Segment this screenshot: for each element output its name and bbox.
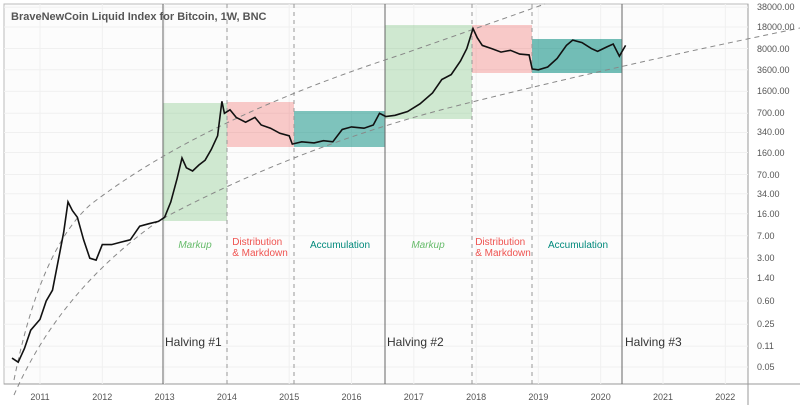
- markup-box-1: [163, 103, 227, 221]
- y-tick-label: 0.25: [757, 319, 775, 330]
- y-tick-label: 700.00: [757, 108, 785, 119]
- y-tick-label: 7.00: [757, 230, 775, 241]
- y-tick-label: 1.40: [757, 273, 775, 284]
- halving-label-2: Halving #2: [387, 335, 444, 349]
- x-tick-label: 2014: [216, 392, 237, 402]
- chart-title: BraveNewCoin Liquid Index for Bitcoin, 1…: [11, 11, 267, 23]
- y-tick-label: 160.00: [757, 147, 785, 158]
- halving-label-1: Halving #1: [165, 335, 222, 349]
- phase-label-markup-2: Markup: [411, 240, 445, 251]
- phase-label-accumulation-1: Accumulation: [309, 240, 371, 251]
- y-tick-label: 16.00: [757, 208, 780, 219]
- phase-label-markup-1: Markup: [178, 240, 212, 251]
- y-tick-label: 8000.00: [757, 43, 790, 54]
- y-tick-label: 34.00: [757, 188, 780, 199]
- phase-label-distribution-2: Distribution & Markdown: [475, 237, 531, 259]
- x-tick-label: 2012: [92, 392, 113, 402]
- x-tick-label: 2018: [466, 392, 487, 402]
- price-line: [11, 26, 627, 364]
- x-tick-label: 2017: [403, 392, 424, 402]
- y-tick-label: 0.05: [757, 362, 775, 373]
- x-tick-label: 2020: [590, 392, 611, 402]
- y-tick-label: 18000.00: [757, 22, 795, 32]
- upper-band-curve: [13, 3, 546, 381]
- y-tick-label: 3.00: [757, 253, 775, 264]
- x-tick-label: 2013: [154, 392, 175, 402]
- y-tick-label: 1600.00: [757, 86, 790, 97]
- y-tick-label: 0.60: [757, 295, 775, 306]
- x-tick-label: 2022: [715, 392, 736, 402]
- x-tick-label: 2015: [279, 392, 300, 402]
- y-tick-label: 340.00: [757, 127, 785, 138]
- y-tick-label: 70.00: [757, 169, 780, 180]
- phase-label-distribution-1: Distribution & Markdown: [232, 237, 288, 259]
- phase-label-accumulation-2: Accumulation: [547, 240, 609, 251]
- y-tick-label: 3600.00: [757, 64, 790, 75]
- halving-label-3: Halving #3: [625, 335, 682, 349]
- x-tick-label: 2011: [30, 392, 50, 402]
- markup-box-2: [385, 25, 472, 119]
- lower-band-curve: [13, 27, 800, 396]
- distribution-box-2: [472, 25, 532, 73]
- y-tick-label: 0.11: [757, 341, 774, 352]
- y-tick-label: 38000.00: [757, 2, 795, 13]
- x-tick-label: 2021: [652, 392, 674, 402]
- x-tick-label: 2016: [341, 392, 362, 402]
- x-tick-label: 2019: [528, 392, 549, 402]
